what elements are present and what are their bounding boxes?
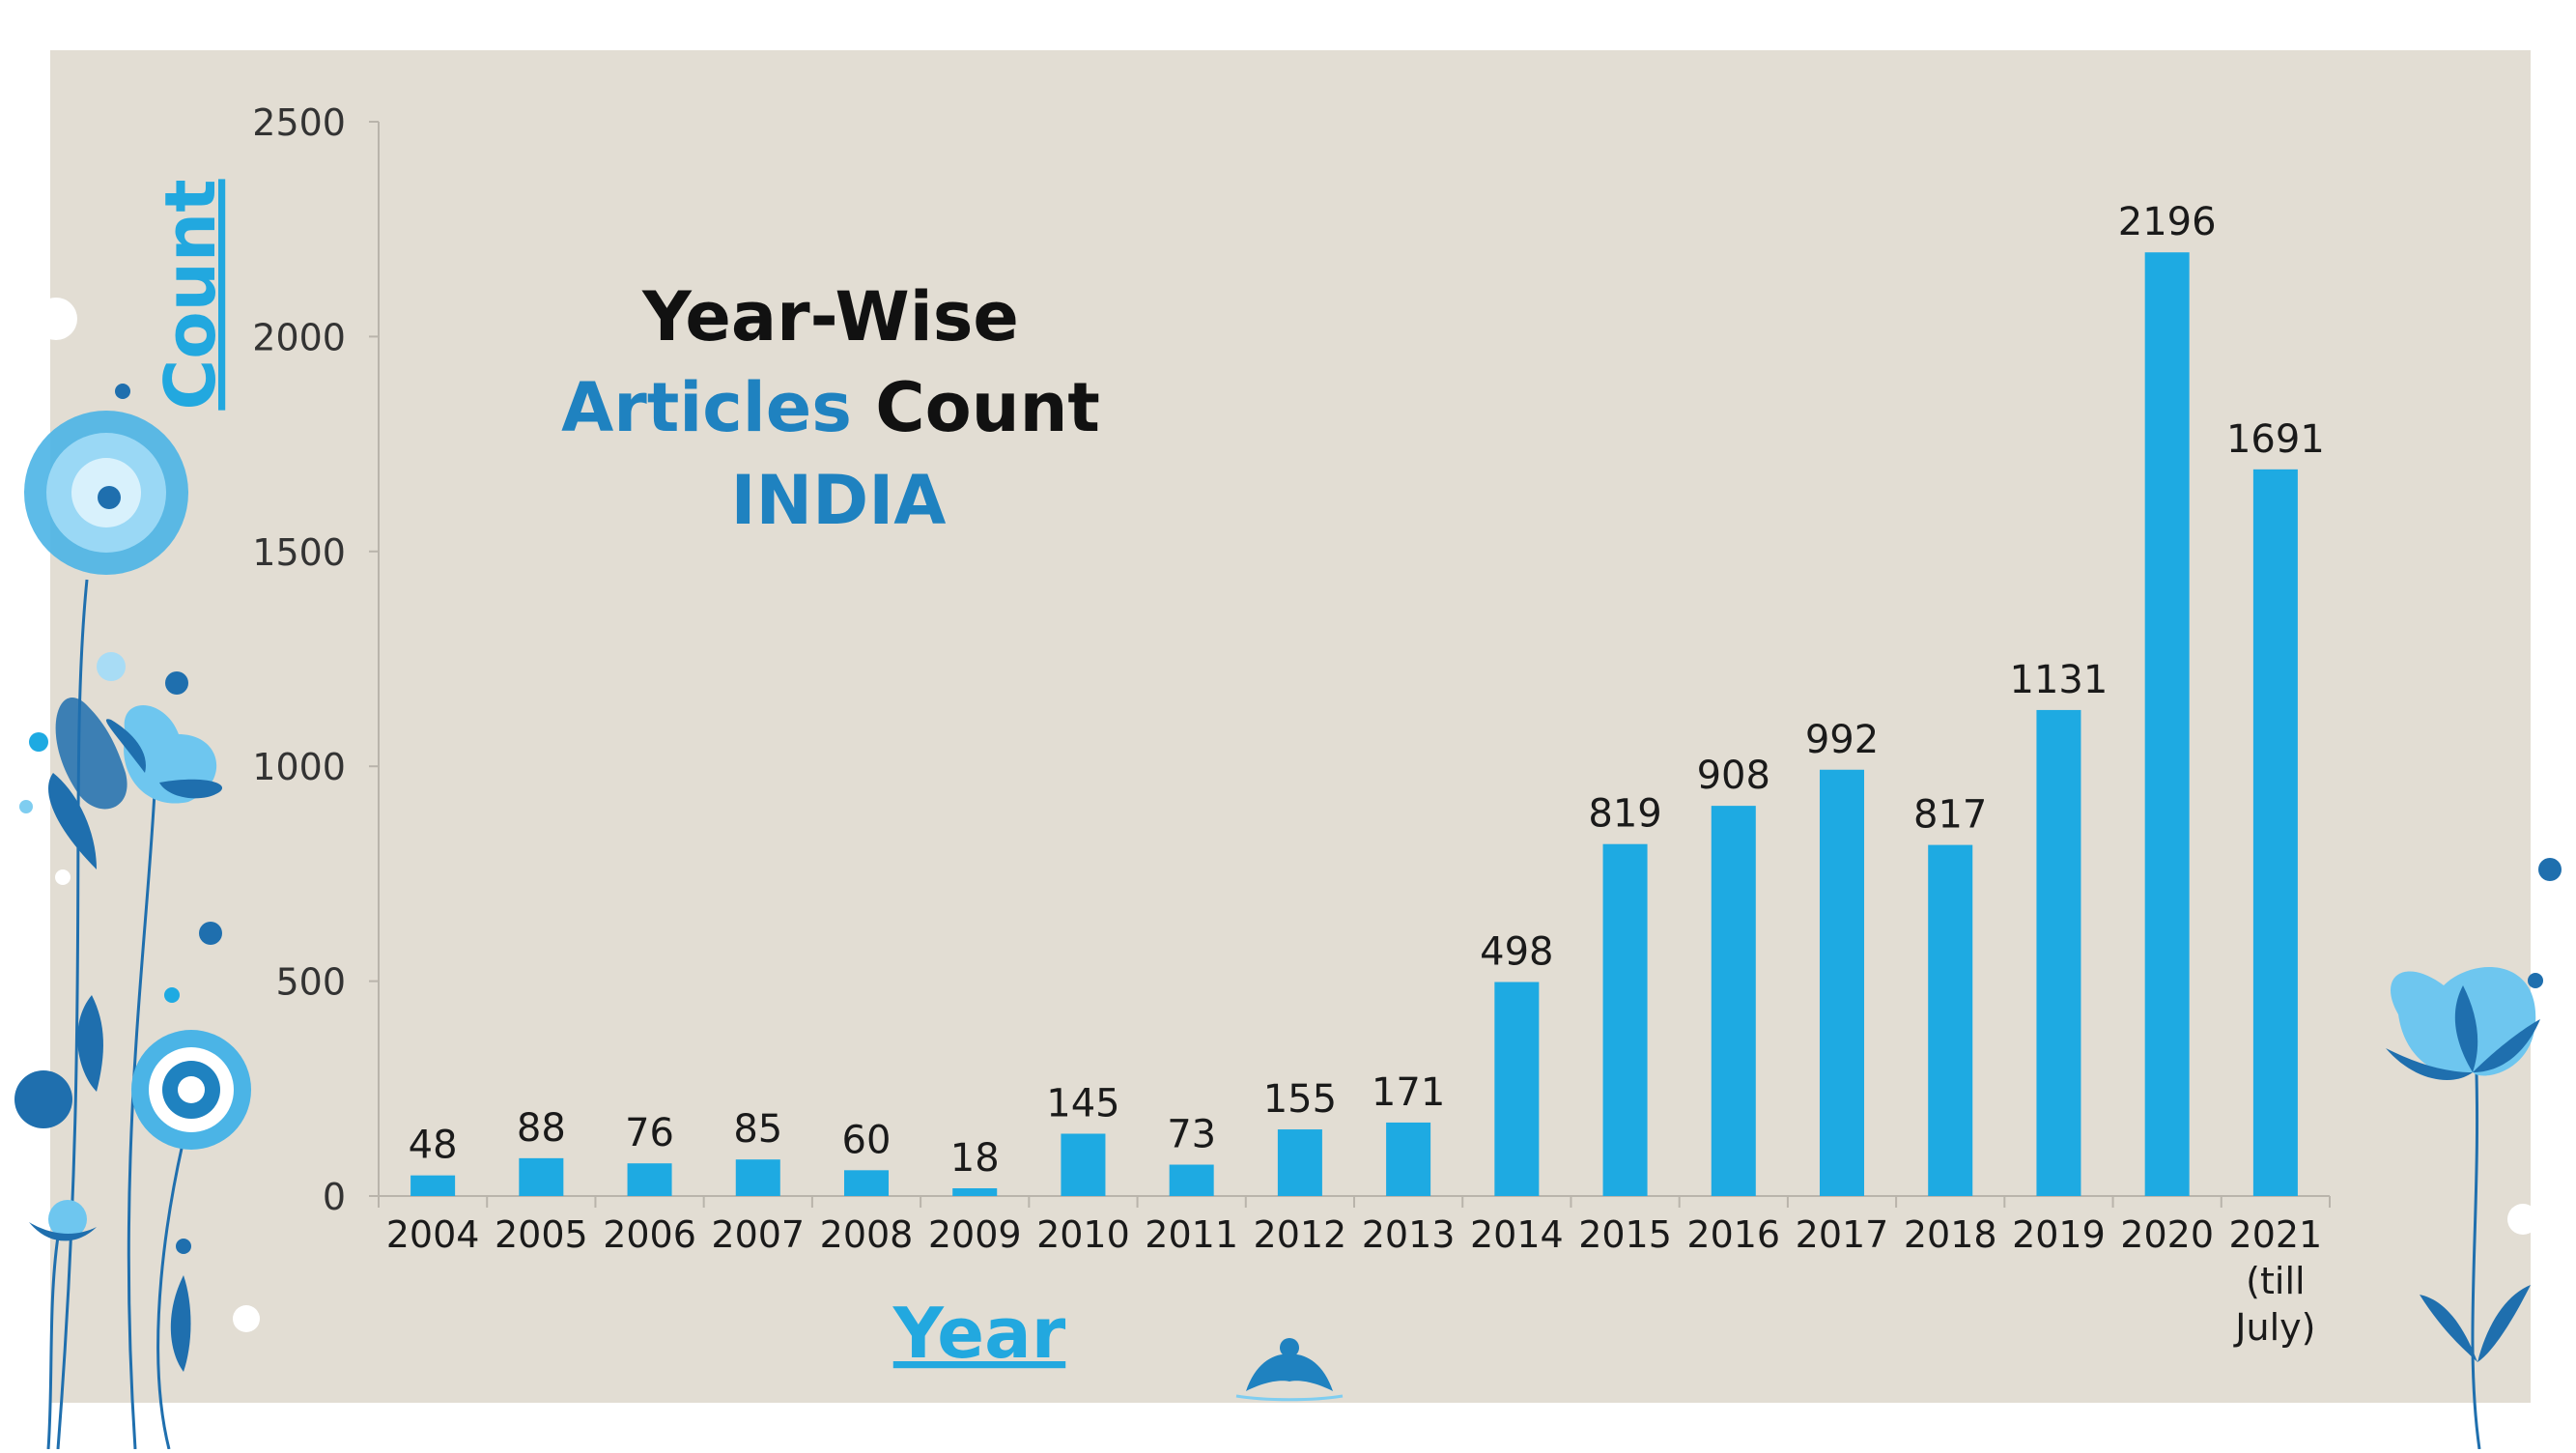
x-axis-title: Year <box>892 1293 1066 1374</box>
flower-decoration-left <box>14 298 260 1450</box>
bar <box>843 1170 890 1196</box>
x-tick-label: 2013 <box>1362 1213 1456 1256</box>
chart-title: Year-Wise Articles Count INDIA <box>561 277 1100 540</box>
data-label: 155 <box>1263 1077 1337 1122</box>
bar-series <box>410 252 2298 1196</box>
data-label: 819 <box>1588 792 1661 837</box>
data-label: 48 <box>409 1124 458 1168</box>
y-tick-label: 2000 <box>252 316 346 358</box>
bar <box>1169 1164 1214 1196</box>
data-label: 73 <box>1167 1113 1216 1157</box>
bar <box>1819 769 1865 1196</box>
y-tick-label: 2500 <box>252 101 346 144</box>
x-tick-labels: 2004 2005 2006 2007 2008 2009 2010 2011 2012 2013… <box>386 1213 2322 1349</box>
data-label: 171 <box>1372 1070 1445 1115</box>
x-tick-label: 2004 <box>386 1213 480 1256</box>
x-tick-label: 2011 <box>1145 1213 1238 1256</box>
bar <box>519 1157 564 1196</box>
bar <box>1602 843 1648 1196</box>
x-tick-label: 2017 <box>1796 1213 1889 1256</box>
data-label: 88 <box>517 1106 566 1151</box>
x-tick-label: 2016 <box>1686 1213 1780 1256</box>
x-tick-label: 2009 <box>928 1213 1022 1256</box>
x-tick-label: 2005 <box>495 1213 588 1256</box>
y-axis-title: Count <box>150 179 231 410</box>
x-tick-label: 2008 <box>820 1213 914 1256</box>
bar <box>1494 982 1540 1196</box>
lotus-logo <box>1235 1338 1344 1402</box>
data-label: 498 <box>1480 929 1553 974</box>
bar <box>1386 1122 1431 1196</box>
x-tick-label: 2012 <box>1254 1213 1347 1256</box>
x-tick-label: 2019 <box>2012 1213 2106 1256</box>
x-tick-label: 2010 <box>1036 1213 1130 1256</box>
chart-title-space <box>852 368 875 447</box>
y-tick-label: 1000 <box>252 746 346 788</box>
data-label: 1131 <box>2010 658 2109 702</box>
flower-decoration-right <box>2386 858 2562 1450</box>
bar <box>627 1163 672 1196</box>
chart-title-count: Count <box>875 368 1100 447</box>
data-labels: 48 88 76 85 60 18 145 73 155 171 498 819 908 992 817 11… <box>409 200 2325 1181</box>
data-label: 18 <box>950 1136 1000 1181</box>
bar <box>952 1187 998 1196</box>
x-tick-label: 2021 (till July) <box>2229 1213 2323 1349</box>
y-axis-ticks: 0 500 1000 1500 2000 2500 <box>252 101 379 1218</box>
bar <box>1928 844 1973 1196</box>
y-tick-label: 1500 <box>252 531 346 574</box>
bar <box>410 1175 456 1196</box>
bar <box>2252 469 2298 1196</box>
x-tick-label: 2006 <box>603 1213 696 1256</box>
chart-title-line3: INDIA <box>731 461 947 540</box>
y-tick-label: 0 <box>323 1176 346 1218</box>
bar <box>1277 1129 1322 1196</box>
x-tick-label: 2007 <box>711 1213 805 1256</box>
data-label: 817 <box>1913 793 1987 838</box>
chart-title-line1: Year-Wise <box>641 277 1019 356</box>
x-tick-label: 2020 <box>2120 1213 2214 1256</box>
bar <box>1711 806 1756 1196</box>
bar <box>2144 252 2190 1196</box>
data-label: 2196 <box>2118 200 2217 244</box>
chart-title-line2: Articles Count <box>561 368 1100 447</box>
x-axis-ticks <box>378 1196 2331 1208</box>
x-tick-label: 2014 <box>1470 1213 1564 1256</box>
data-label: 145 <box>1046 1082 1119 1126</box>
data-label: 76 <box>625 1111 674 1155</box>
x-tick-label: 2015 <box>1578 1213 1672 1256</box>
bar <box>735 1159 780 1196</box>
data-label: 85 <box>733 1107 782 1152</box>
y-tick-label: 500 <box>275 961 346 1004</box>
bar <box>2036 709 2081 1196</box>
bar <box>1061 1133 1106 1196</box>
data-label: 1691 <box>2226 417 2325 462</box>
data-label: 60 <box>842 1118 892 1162</box>
chart-title-articles: Articles <box>561 368 852 447</box>
x-tick-label: 2018 <box>1904 1213 1997 1256</box>
data-label: 908 <box>1697 754 1770 798</box>
data-label: 992 <box>1805 718 1879 762</box>
